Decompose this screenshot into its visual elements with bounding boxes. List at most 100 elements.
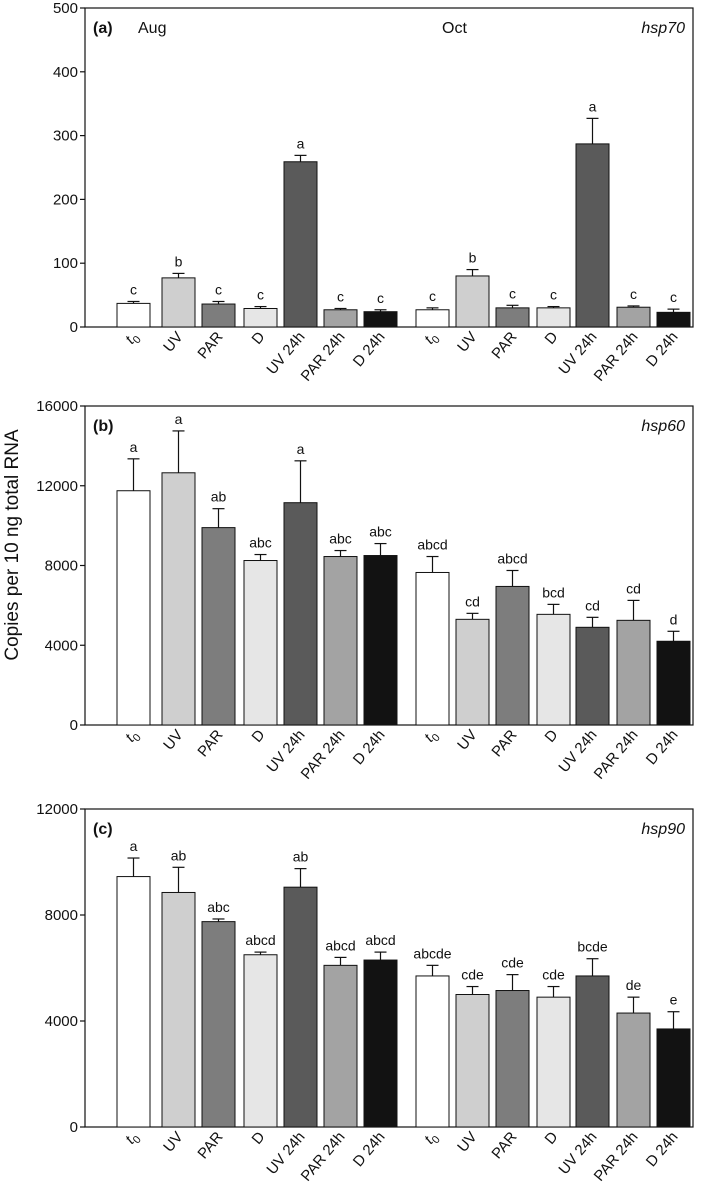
bar xyxy=(323,964,358,1128)
x-tick-label: UV xyxy=(454,727,480,754)
x-tick-label: PAR 24h xyxy=(591,1129,642,1185)
y-tick-label: 400 xyxy=(53,64,78,81)
x-tick-label: UV xyxy=(454,329,480,356)
significance-letter: c xyxy=(215,281,222,297)
bar xyxy=(495,990,530,1128)
bar xyxy=(575,143,610,328)
significance-letter: b xyxy=(469,250,477,266)
y-tick-label: 500 xyxy=(53,0,78,17)
significance-letter: c xyxy=(377,290,384,306)
significance-letter: abcd xyxy=(417,537,447,553)
bar xyxy=(283,502,318,726)
significance-letter: c xyxy=(509,285,516,301)
x-tick-label: t0 xyxy=(122,329,144,350)
bar xyxy=(161,472,196,726)
significance-letter: abc xyxy=(207,899,230,915)
y-tick-label: 4000 xyxy=(45,1013,78,1030)
significance-letter: abcd xyxy=(497,550,527,566)
significance-letter: c xyxy=(337,288,344,304)
significance-letter: abcd xyxy=(365,932,395,948)
gene-label: hsp70 xyxy=(641,20,685,37)
significance-letter: cde xyxy=(542,967,565,983)
significance-letter: c xyxy=(550,287,557,303)
y-tick-label: 12000 xyxy=(36,478,78,495)
y-tick-label: 0 xyxy=(70,1119,78,1136)
bar xyxy=(536,613,571,726)
significance-letter: e xyxy=(670,992,678,1008)
significance-letter: a xyxy=(130,439,138,455)
bar xyxy=(363,959,398,1128)
bar xyxy=(616,306,651,328)
significance-letter: abc xyxy=(249,535,272,551)
panel-tag: (c) xyxy=(93,821,113,838)
bar xyxy=(415,975,450,1128)
x-tick-label: PAR xyxy=(194,727,226,761)
bar xyxy=(415,309,450,328)
bar xyxy=(656,1028,691,1128)
gene-label: hsp90 xyxy=(641,821,685,838)
bar xyxy=(201,303,236,328)
significance-letter: a xyxy=(175,411,183,427)
bar xyxy=(323,309,358,328)
y-axis-label: Copies per 10 ng total RNA xyxy=(2,429,23,661)
x-tick-label: D 24h xyxy=(350,329,389,371)
y-tick-label: 200 xyxy=(53,191,78,208)
bar xyxy=(363,555,398,726)
x-tick-label: PAR 24h xyxy=(591,329,642,385)
significance-letter: c xyxy=(257,287,264,303)
x-tick-label: D xyxy=(542,1129,562,1148)
panel-tag: (a) xyxy=(93,20,113,37)
significance-letter: a xyxy=(130,838,138,854)
significance-letter: ab xyxy=(171,847,187,863)
x-tick-label: D 24h xyxy=(643,1129,682,1171)
bar xyxy=(116,302,151,328)
significance-letter: abcd xyxy=(245,932,275,948)
significance-letter: cde xyxy=(501,955,524,971)
x-tick-label: D 24h xyxy=(350,727,389,769)
significance-letter: cd xyxy=(585,597,600,613)
bar xyxy=(575,626,610,726)
x-tick-label: t0 xyxy=(421,1129,443,1150)
significance-letter: cd xyxy=(465,593,480,609)
bar xyxy=(243,560,278,726)
bar xyxy=(161,891,196,1128)
bar xyxy=(283,886,318,1128)
x-tick-label: t0 xyxy=(122,1129,144,1150)
x-tick-label: UV xyxy=(160,727,186,754)
y-tick-label: 8000 xyxy=(45,558,78,575)
gene-label: hsp60 xyxy=(641,418,685,435)
x-tick-label: t0 xyxy=(421,727,443,748)
x-tick-label: D 24h xyxy=(350,1129,389,1171)
bar xyxy=(656,311,691,328)
significance-letter: a xyxy=(589,98,597,114)
x-tick-label: PAR xyxy=(488,329,520,363)
significance-letter: abc xyxy=(369,524,392,540)
x-tick-label: D 24h xyxy=(643,727,682,769)
x-tick-label: PAR 24h xyxy=(591,727,642,783)
bar xyxy=(243,954,278,1128)
y-tick-label: 100 xyxy=(53,255,78,272)
bar xyxy=(161,277,196,328)
bar xyxy=(415,571,450,726)
bar xyxy=(495,307,530,328)
month-label: Oct xyxy=(442,20,467,37)
significance-letter: ab xyxy=(211,489,227,505)
significance-letter: abcde xyxy=(413,945,451,961)
panel-tag: (b) xyxy=(93,418,113,435)
bar xyxy=(363,311,398,328)
bar xyxy=(116,490,151,726)
x-tick-label: t0 xyxy=(421,329,443,350)
bar xyxy=(616,619,651,726)
month-label: Aug xyxy=(138,20,166,37)
bar xyxy=(455,618,490,726)
y-tick-label: 300 xyxy=(53,128,78,145)
bar xyxy=(495,585,530,726)
y-tick-label: 0 xyxy=(70,717,78,734)
x-tick-label: D 24h xyxy=(643,329,682,371)
x-tick-label: D xyxy=(249,1129,269,1148)
y-tick-label: 16000 xyxy=(36,398,78,415)
significance-letter: a xyxy=(297,135,305,151)
bar xyxy=(575,975,610,1128)
